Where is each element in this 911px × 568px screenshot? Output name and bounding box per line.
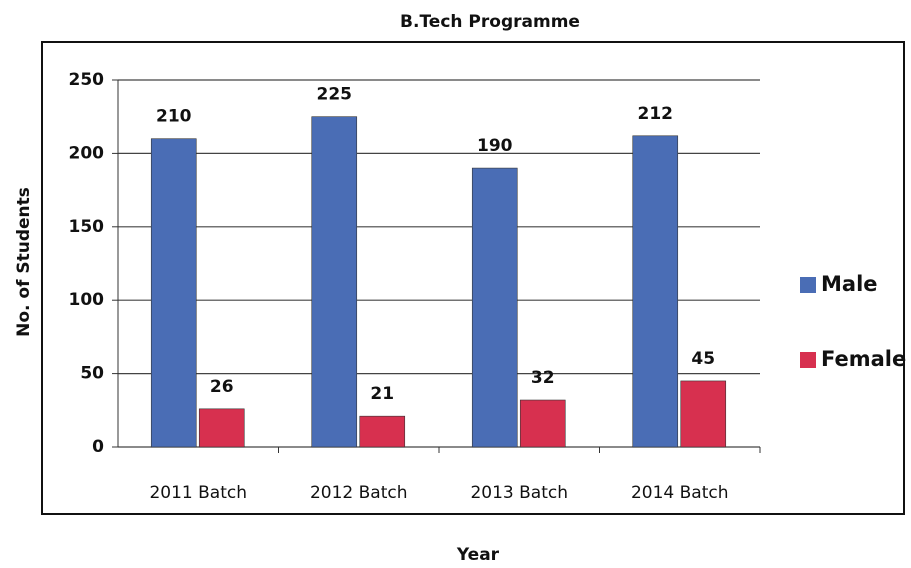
- chart-frame: [41, 41, 905, 515]
- data-label: 190: [477, 136, 513, 156]
- x-axis-label: Year: [456, 545, 500, 565]
- legend-label: Male: [821, 272, 878, 296]
- y-tick-label: 0: [92, 437, 104, 457]
- bar: [311, 116, 358, 448]
- legend-label: Female: [821, 347, 906, 371]
- y-tick-label: 150: [69, 217, 105, 237]
- bar: [519, 399, 566, 448]
- data-label: 45: [691, 349, 715, 369]
- data-label: 26: [210, 377, 234, 397]
- x-tick-label: 2012 Batch: [310, 483, 408, 503]
- data-label: 21: [370, 384, 394, 404]
- y-tick-label: 200: [69, 143, 105, 163]
- x-tick-label: 2014 Batch: [631, 483, 729, 503]
- legend-swatch: [800, 352, 816, 368]
- legend-swatch: [800, 277, 816, 293]
- x-tick-label: 2013 Batch: [470, 483, 568, 503]
- y-axis-label: No. of Students: [14, 187, 34, 337]
- data-label: 32: [531, 368, 555, 388]
- data-label: 225: [317, 85, 353, 105]
- data-label: 210: [156, 107, 192, 127]
- bar: [150, 138, 197, 448]
- bar: [359, 415, 406, 448]
- bar: [632, 135, 679, 448]
- chart-title: B.Tech Programme: [400, 12, 580, 32]
- x-tick-label: 2011 Batch: [149, 483, 247, 503]
- y-tick-label: 100: [69, 290, 105, 310]
- data-label: 212: [638, 104, 674, 124]
- bar: [680, 380, 727, 448]
- bar: [198, 408, 245, 448]
- bar: [471, 167, 518, 448]
- y-tick-label: 250: [69, 70, 105, 90]
- y-tick-label: 50: [80, 364, 104, 384]
